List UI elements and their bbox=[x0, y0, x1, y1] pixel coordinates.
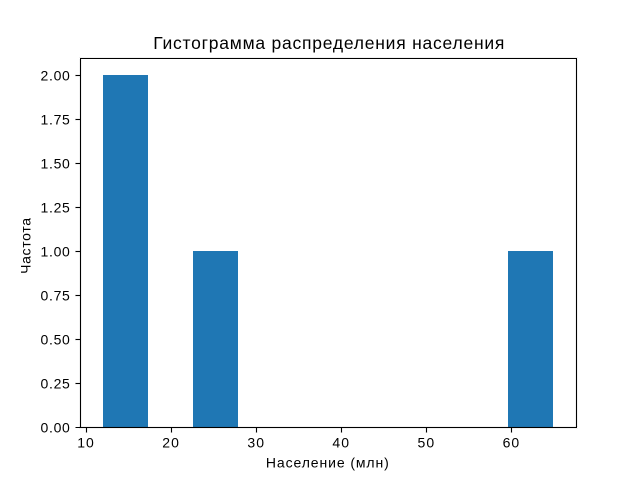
svg-text:20: 20 bbox=[162, 435, 180, 451]
svg-text:60: 60 bbox=[503, 435, 521, 451]
svg-text:Частота: Частота bbox=[18, 217, 34, 274]
svg-text:0.50: 0.50 bbox=[41, 332, 71, 348]
svg-text:1.25: 1.25 bbox=[41, 200, 71, 216]
svg-text:1.00: 1.00 bbox=[41, 244, 71, 260]
svg-text:0.25: 0.25 bbox=[41, 376, 71, 392]
svg-text:1.75: 1.75 bbox=[41, 112, 71, 128]
svg-text:50: 50 bbox=[418, 435, 436, 451]
svg-text:Гистограмма распределения насе: Гистограмма распределения населения bbox=[153, 33, 505, 53]
svg-text:30: 30 bbox=[247, 435, 265, 451]
svg-text:0.00: 0.00 bbox=[41, 420, 71, 436]
svg-text:0.75: 0.75 bbox=[41, 288, 71, 304]
svg-text:2.00: 2.00 bbox=[41, 68, 71, 84]
svg-text:Население (млн): Население (млн) bbox=[266, 455, 390, 471]
svg-text:10: 10 bbox=[77, 435, 95, 451]
svg-text:1.50: 1.50 bbox=[41, 156, 71, 172]
svg-text:40: 40 bbox=[332, 435, 350, 451]
